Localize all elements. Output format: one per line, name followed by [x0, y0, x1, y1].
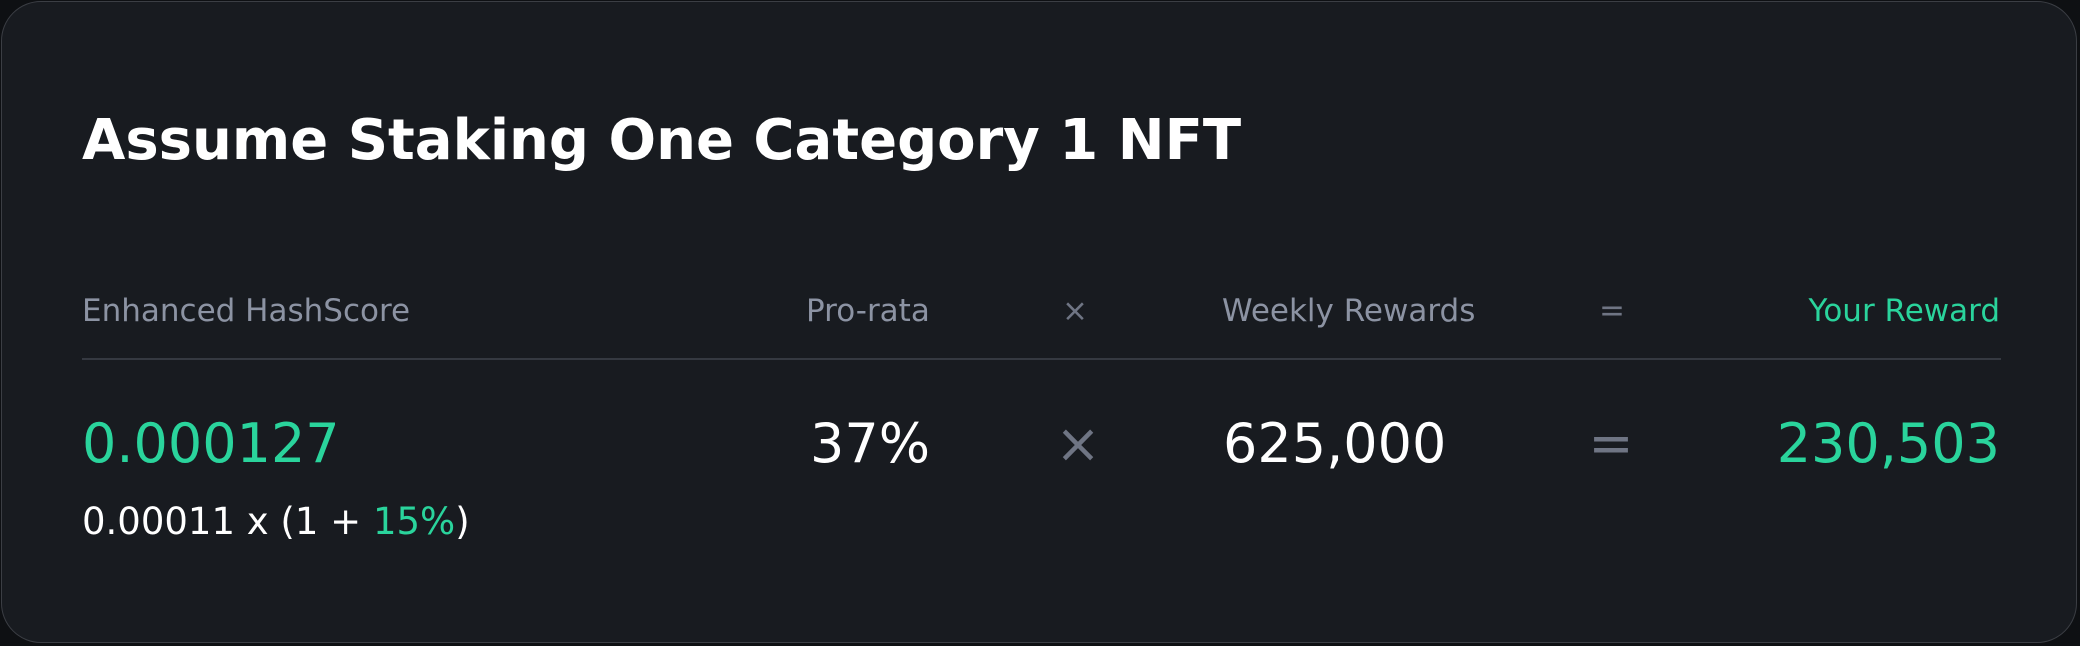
header-times: × — [1062, 293, 1088, 329]
header-equals: = — [1599, 293, 1625, 329]
formula-base: 0.00011 x (1 + — [82, 500, 373, 543]
value-times: × — [1055, 412, 1101, 475]
value-weekly: 625,000 — [1223, 412, 1447, 475]
value-reward: 230,503 — [1776, 412, 2000, 475]
header-hashscore: Enhanced HashScore — [82, 293, 411, 329]
value-prorata: 37% — [810, 412, 931, 475]
header-prorata: Pro-rata — [806, 293, 930, 329]
value-hashscore: 0.000127 — [82, 412, 340, 475]
formula-close: ) — [455, 500, 470, 543]
title: Assume Staking One Category 1 NFT — [82, 108, 1242, 173]
header-reward: Your Reward — [1808, 293, 2000, 329]
value-equals: = — [1588, 412, 1634, 475]
formula: 0.00011 x (1 + 15%) — [82, 499, 470, 545]
header-weekly: Weekly Rewards — [1222, 293, 1476, 329]
divider — [82, 358, 2001, 360]
formula-bonus: 15% — [372, 500, 456, 543]
